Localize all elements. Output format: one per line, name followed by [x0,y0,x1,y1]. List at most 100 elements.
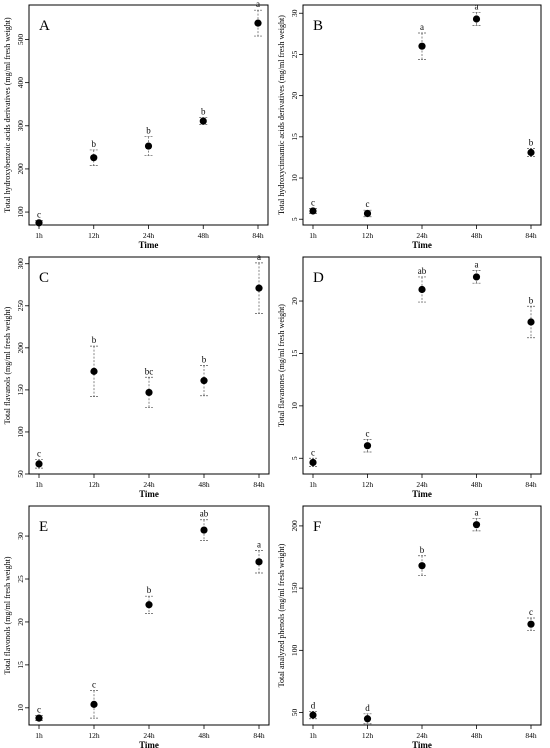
data-point [255,284,263,292]
significance-letter: b [92,139,97,149]
x-tick-label: 1h [35,480,43,489]
data-point [363,715,372,723]
x-tick-label: 84h [253,731,265,740]
x-tick-label: 12h [362,231,374,240]
data-point [309,207,317,215]
x-tick-label: 48h [471,731,483,740]
panel-e: E 1h 12h 24h 48h 84h 10 15 20 25 30 Time Total flavo… [3,505,270,748]
significance-letter: c [311,198,315,208]
significance-letter: bc [145,366,154,376]
x-axis-title: Time [139,240,159,250]
data-point [472,273,481,281]
significance-letter: a [420,22,424,32]
data-point [472,15,481,23]
x-axis-title: Time [412,740,432,748]
y-axis-title: Total flavanones (mg/ml fresh weight) [277,304,286,427]
x-tick-label: 84h [525,231,537,240]
data-point [418,42,426,50]
significance-letter: c [92,680,96,690]
significance-letter: b [529,137,534,147]
panel-letter: C [39,270,49,286]
data-point [199,117,207,125]
data-point [527,148,535,157]
significance-letter: c [311,447,315,457]
panel-letter: A [39,18,50,34]
significance-letter: a [475,507,479,517]
significance-letter: a [475,260,479,270]
y-tick-label: 20 [290,297,299,305]
significance-letter: ab [418,266,427,276]
data-point [35,219,43,227]
data-point [309,458,317,467]
data-point [309,711,317,719]
y-axis-title: Total flavonols (mg/ml fresh weight) [3,556,12,674]
y-tick-label: 50 [16,470,25,478]
panel-letter: B [313,18,323,34]
x-tick-label: 24h [416,480,428,489]
plot-frame [28,505,270,726]
significance-letter: c [37,210,41,220]
x-tick-label: 48h [198,480,210,489]
x-tick-label: 24h [143,231,155,240]
data-point [35,714,43,722]
significance-letter: a [257,252,261,262]
significance-letter: d [311,700,316,710]
panel-d: D 1h 12h 24h 48h 84h 5 10 15 20 Time Total flavanon… [277,256,542,499]
x-tick-label: 84h [252,231,264,240]
plot-frame [302,505,542,726]
y-tick-label: 100 [16,206,25,218]
y-tick-label: 50 [290,709,299,717]
x-axis-title: Time [412,240,432,250]
data-point [363,209,372,218]
significance-letter: c [366,428,370,438]
y-tick-label: 100 [16,426,25,438]
data-point [90,154,98,162]
significance-letter: ab [200,509,209,519]
y-tick-label: 200 [290,520,299,532]
panel-f: F 1h 12h 24h 48h 84h 50 100 150 200 Time Total anal… [277,505,542,748]
x-axis-title: Time [139,740,159,748]
significance-letter: b [146,126,151,136]
y-tick-label: 5 [290,217,299,221]
y-tick-label: 30 [290,9,299,17]
panel-b: B 1h 12h 24h 48h 84h 5 10 15 20 25 30 Time Total hydr… [277,1,542,250]
data-point [527,318,535,326]
y-axis-title: Total hydroxybenzoic acids derivatives (… [3,17,12,213]
x-tick-label: 48h [471,231,483,240]
y-tick-label: 30 [16,532,25,540]
significance-letter: c [37,705,41,715]
significance-letter: a [256,0,260,9]
data-point [90,367,98,375]
x-tick-label: 48h [198,731,210,740]
panel-a: A 1h 12h 24h 48h 84h 100 200 300 400 500 Time Total … [3,0,269,250]
y-axis-title: Total analyzed phenols (mg/ml fresh weig… [277,543,286,687]
x-tick-label: 48h [471,480,483,489]
x-tick-label: 24h [416,731,428,740]
x-tick-label: 24h [143,480,155,489]
data-point [144,142,153,150]
x-axis-title: Time [139,489,159,499]
x-tick-label: 1h [35,231,43,240]
x-tick-label: 12h [88,231,100,240]
data-point [145,601,153,609]
significance-letter: b [147,585,152,595]
y-tick-label: 300 [16,258,25,270]
y-tick-label: 25 [290,50,299,58]
y-tick-label: 10 [290,402,299,410]
data-point [418,285,426,294]
significance-letter: c [529,607,533,617]
y-tick-label: 10 [16,704,25,712]
data-point [254,19,262,27]
panel-letter: F [313,519,321,535]
significance-letter: b [202,355,207,365]
data-point [145,388,153,397]
plot-frame [28,4,269,226]
data-point [90,700,98,708]
x-tick-label: 1h [35,731,43,740]
x-tick-label: 84h [253,480,265,489]
y-tick-label: 200 [16,163,25,175]
data-point [418,562,426,570]
y-tick-label: 15 [290,133,299,141]
x-tick-label: 1h [309,231,317,240]
